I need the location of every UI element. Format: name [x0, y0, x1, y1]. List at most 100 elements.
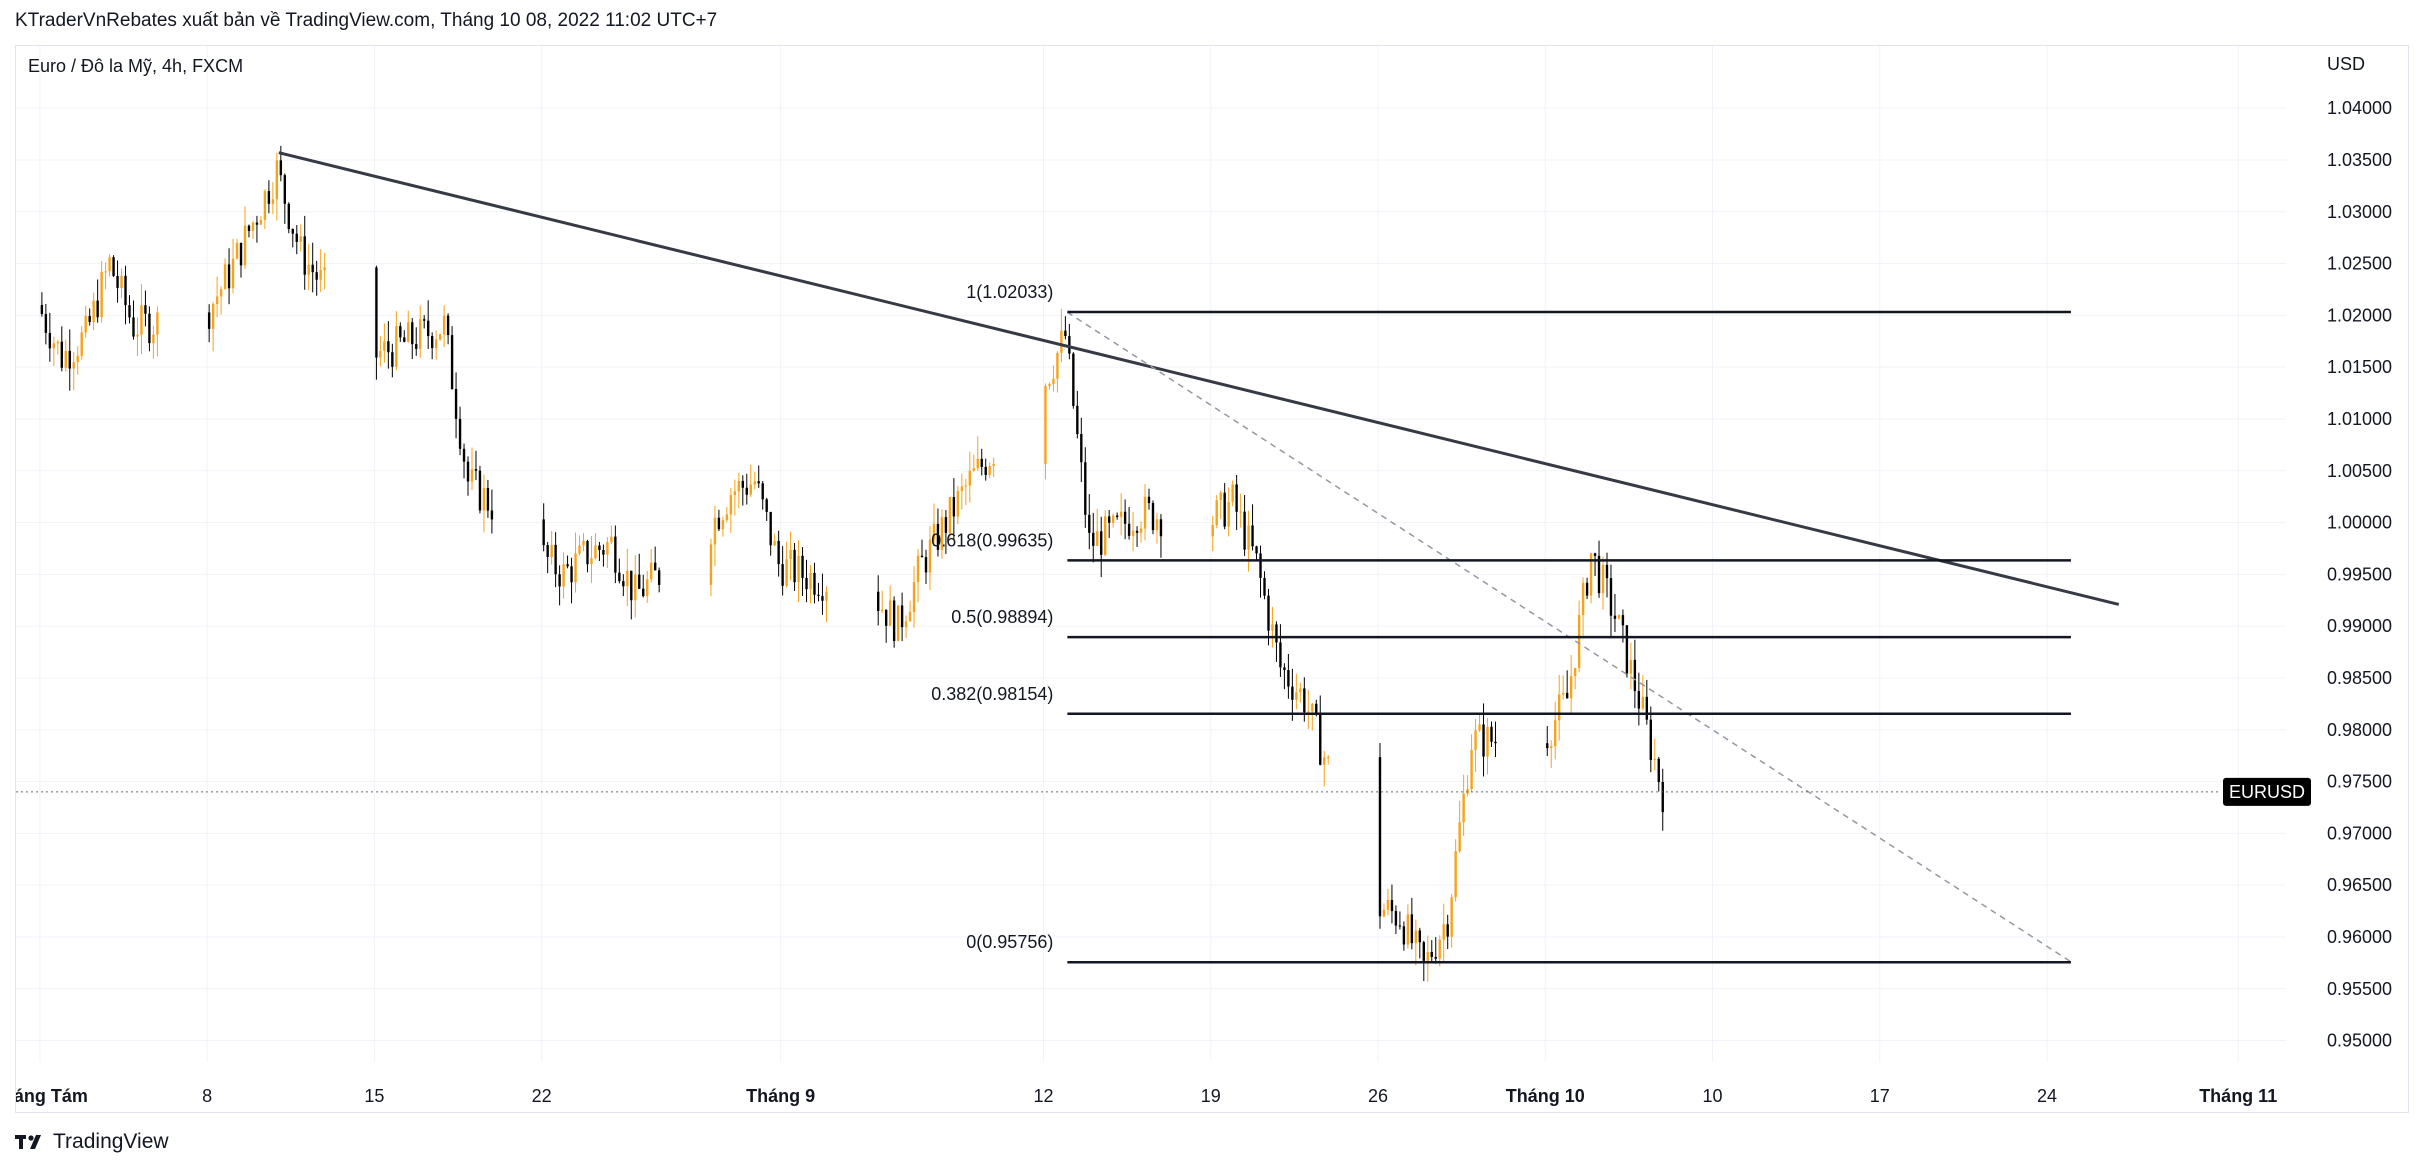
candle-body — [1107, 516, 1111, 523]
candle-body — [1323, 757, 1326, 765]
candle-body — [769, 511, 772, 546]
candle-body — [972, 468, 975, 471]
candle-body — [785, 559, 788, 586]
candle-body — [1390, 900, 1394, 911]
candle-body — [602, 550, 605, 555]
candle-body — [1442, 924, 1445, 940]
candle-body — [76, 355, 79, 363]
candle-body — [430, 336, 434, 349]
candle-body — [650, 562, 653, 580]
candle-body — [952, 497, 956, 517]
candle-body — [1653, 758, 1656, 760]
price-tick-label: 0.95500 — [2327, 979, 2392, 999]
candle-body — [566, 564, 569, 567]
candle-body — [223, 264, 227, 290]
chart-frame[interactable]: 1(1.02033) 0.618(0.99635) 0.5(0.98894) 0.38… — [15, 45, 2409, 1113]
candle-body — [610, 536, 613, 543]
candle-body — [578, 545, 581, 554]
time-tick-label: 19 — [1201, 1086, 1221, 1106]
time-tick-label: Tháng 9 — [746, 1086, 815, 1106]
candle-body — [936, 523, 940, 550]
candle-body — [717, 517, 721, 530]
candle-body — [1561, 692, 1565, 695]
candle-body — [1657, 758, 1660, 782]
price-tick-label: 1.03500 — [2327, 150, 2392, 170]
candle-body — [1438, 939, 1441, 959]
candle-body — [542, 519, 545, 546]
candle-body — [1550, 746, 1553, 749]
candle-body — [1060, 330, 1063, 353]
candle-body — [1267, 595, 1270, 631]
candle-body — [407, 322, 410, 342]
candle-body — [271, 199, 275, 204]
price-tick-label: 0.98000 — [2327, 720, 2392, 740]
candle-body — [749, 484, 752, 495]
price-tick-label: 0.95000 — [2327, 1031, 2392, 1051]
candle-body — [817, 594, 820, 596]
candle-body — [880, 609, 884, 612]
candlestick-chart[interactable]: 1(1.02033) 0.618(0.99635) 0.5(0.98894) 0.38… — [16, 46, 2408, 1112]
candle-body — [419, 319, 422, 349]
time-tick-label: Tháng 10 — [1506, 1086, 1585, 1106]
candle-body — [434, 339, 438, 349]
candle-body — [379, 351, 382, 358]
candle-body — [108, 257, 111, 272]
candle-body — [1227, 502, 1230, 527]
candle-body — [1581, 582, 1585, 615]
candle-body — [1585, 582, 1589, 596]
candle-body — [1279, 642, 1282, 668]
candle-body — [948, 497, 952, 533]
fib-level-label: 0.5(0.98894) — [951, 607, 1053, 627]
candle-body — [1303, 688, 1306, 713]
price-tick-label: 1.01000 — [2327, 409, 2392, 429]
candle-body — [1064, 330, 1067, 337]
candle-body — [263, 191, 267, 220]
price-tick-label: 1.00500 — [2327, 461, 2392, 481]
price-tick-label: 1.01500 — [2327, 357, 2392, 377]
candle-body — [140, 305, 143, 335]
candle-body — [1609, 578, 1613, 616]
candle-body — [247, 225, 251, 232]
price-tick-label: 0.98500 — [2327, 668, 2392, 688]
candle-body — [1430, 951, 1433, 957]
candle-body — [1454, 851, 1457, 898]
candle-body — [227, 264, 231, 289]
candle-body — [992, 463, 995, 466]
candle-body — [275, 160, 279, 200]
candle-body — [96, 300, 99, 318]
candle-body — [1143, 496, 1147, 529]
candle-body — [207, 312, 211, 329]
tradingview-logo-icon — [15, 1135, 41, 1149]
candle-body — [1056, 352, 1059, 379]
price-axis[interactable]: 0.95000 0.95500 0.96000 0.96500 0.97000 0.975… — [2327, 98, 2392, 1050]
candle-body — [1223, 492, 1226, 527]
brand-name: TradingView — [53, 1130, 169, 1153]
candle-body — [1131, 530, 1135, 536]
fib-level-label: 0.618(0.99635) — [931, 530, 1053, 550]
candle-body — [570, 566, 573, 583]
candle-body — [1096, 531, 1099, 546]
candle-body — [773, 540, 776, 546]
candle-body — [1661, 781, 1664, 813]
candle-body — [1211, 525, 1214, 537]
candle-body — [634, 574, 637, 601]
candle-body — [1076, 405, 1079, 435]
time-tick-label: 24 — [2037, 1086, 2057, 1106]
candle-body — [1088, 514, 1091, 533]
candle-body — [458, 418, 462, 449]
price-tick-label: 0.99000 — [2327, 616, 2392, 636]
fib-level-label: 0(0.95756) — [966, 932, 1053, 952]
candle-body — [924, 557, 928, 573]
fib-level-label: 1(1.02033) — [966, 282, 1053, 302]
candle-body — [1641, 696, 1645, 709]
time-axis[interactable]: Tháng Tám 8 15 22 Tháng 9 12 19 26 Tháng 10 10 17 2… — [16, 1086, 2277, 1106]
candle-body — [944, 517, 948, 533]
candle-body — [1462, 793, 1465, 823]
candle-body — [1111, 515, 1115, 523]
candle-body — [1155, 519, 1159, 531]
candle-body — [1243, 511, 1246, 550]
candle-body — [40, 305, 44, 315]
candle-body — [622, 581, 625, 587]
footer: TradingView — [15, 1130, 169, 1154]
candle-body — [375, 267, 378, 358]
